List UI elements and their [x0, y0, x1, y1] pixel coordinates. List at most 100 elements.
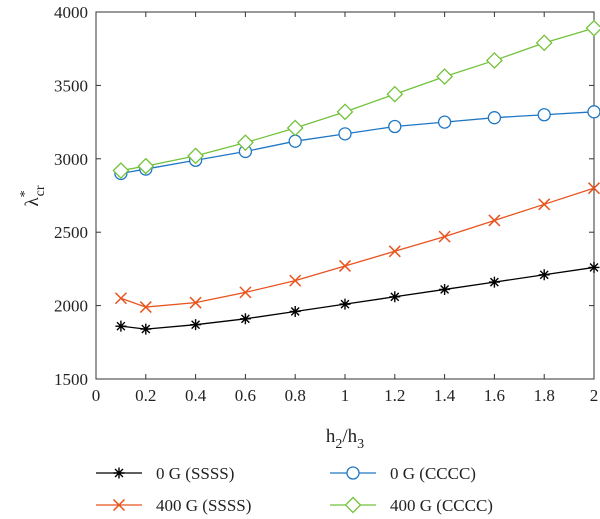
x-tick-label: 0.8 [285, 386, 306, 405]
data-point-0-6 [389, 291, 401, 303]
data-point-2-6-shape [388, 245, 401, 258]
data-point-2-7-shape [438, 230, 451, 243]
legend-label-0: 0 G (SSSS) [156, 464, 234, 483]
series-line-2 [120, 187, 595, 308]
data-point-3-10 [585, 19, 600, 37]
data-point-0-4 [289, 305, 301, 317]
data-point-2-8-shape [488, 214, 501, 227]
data-point-3-8 [485, 52, 503, 69]
data-point-0-8-shape [488, 276, 500, 288]
data-point-2-4-shape [289, 274, 302, 287]
data-point-2-10-shape [587, 182, 600, 195]
data-point-1-10 [587, 105, 600, 119]
legend-marker-0-shape [113, 467, 125, 479]
data-point-1-4-shape [288, 134, 302, 148]
data-point-2-3-shape [239, 286, 252, 299]
data-point-1-8-shape [487, 111, 502, 125]
data-point-0-10 [588, 261, 600, 273]
data-point-0-10-shape [588, 261, 600, 273]
x-tick-label: 1.8 [534, 386, 555, 405]
data-point-3-5 [336, 103, 354, 121]
x-axis-label-sep: /h [342, 426, 357, 447]
data-point-3-3-shape [236, 134, 254, 152]
series-1 [114, 105, 600, 181]
x-tick-label: 1.4 [434, 386, 456, 405]
data-point-0-2-shape [190, 319, 202, 331]
data-point-1-10-shape [587, 105, 600, 119]
axes: 0 0.2 0.4 0.6 0.8 1 1.2 1.4 1.6 1.8 2 1500 2000 2500 3… [18, 3, 598, 452]
legend-marker-1-shape [346, 466, 360, 480]
x-tick-label: 1 [341, 386, 350, 405]
data-point-3-9-shape [535, 34, 553, 52]
data-point-0-3 [239, 313, 251, 325]
series-2 [114, 182, 600, 314]
data-point-0-5-shape [339, 298, 351, 310]
data-point-3-6-shape [386, 85, 404, 103]
data-point-0-4-shape [289, 305, 301, 317]
data-point-3-4-shape [286, 119, 304, 137]
data-point-2-3 [239, 286, 252, 299]
data-point-3-2-shape [187, 147, 205, 165]
series-line-3 [120, 27, 595, 172]
y-axis-label-sub: cr [33, 185, 48, 196]
data-point-2-7 [438, 230, 451, 243]
data-point-2-9 [538, 198, 551, 211]
data-point-2-8 [488, 214, 501, 227]
x-tick-label: 0.4 [185, 386, 207, 405]
data-point-0-9 [538, 269, 550, 281]
x-tick-label: 2 [590, 386, 599, 405]
data-point-3-8-shape [485, 52, 503, 69]
data-point-1-9 [537, 108, 551, 122]
data-point-1-6 [388, 119, 402, 134]
data-point-2-4 [289, 274, 302, 287]
data-point-3-6 [386, 85, 404, 103]
data-point-3-7 [436, 68, 454, 86]
data-point-1-8 [487, 111, 502, 125]
data-point-0-3-shape [239, 313, 251, 325]
data-point-3-4 [286, 119, 304, 137]
data-point-1-4 [288, 134, 302, 148]
legend-marker-1 [346, 466, 360, 480]
legend-item-0: 0 G (SSSS) [96, 464, 234, 483]
data-point-1-6-shape [388, 119, 402, 134]
y-tick-label: 1500 [54, 370, 88, 389]
data-point-2-5 [338, 259, 352, 272]
y-tick-label: 2500 [54, 223, 88, 242]
data-point-0-9-shape [538, 269, 550, 281]
x-tick-label: 1.6 [484, 386, 505, 405]
legend-marker-0 [113, 467, 125, 479]
y-axis-label-main: λ [22, 197, 43, 207]
data-point-3-3 [236, 134, 254, 152]
data-point-2-0-shape [114, 292, 127, 305]
data-point-1-7 [437, 115, 452, 129]
series-0 [115, 261, 600, 335]
x-axis-label: h2/h3 [326, 426, 364, 452]
legend-label-3: 400 G (CCCC) [390, 496, 493, 515]
data-point-2-10 [587, 182, 600, 195]
data-point-2-5-shape [338, 259, 352, 272]
x-axis-label-sub2: 3 [357, 437, 364, 452]
data-point-3-0-shape [112, 162, 130, 179]
legend-item-2: 400 G (SSSS) [96, 496, 251, 515]
data-point-3-5-shape [336, 103, 354, 121]
data-point-2-2 [189, 296, 202, 309]
legend-label-2: 400 G (SSSS) [156, 496, 251, 515]
data-point-0-1-shape [140, 323, 152, 335]
y-tick-label: 3000 [54, 150, 88, 169]
legend-marker-2 [112, 498, 126, 512]
x-axis-label-sub1: 2 [335, 437, 342, 452]
legend-item-1: 0 G (CCCC) [330, 464, 476, 483]
data-point-1-9-shape [537, 108, 551, 122]
data-point-3-0 [112, 162, 130, 179]
data-point-0-5 [339, 298, 351, 310]
data-point-0-7 [439, 283, 451, 295]
y-axis-label-sup: * [18, 190, 33, 197]
x-tick-label: 1.2 [384, 386, 405, 405]
data-point-2-6 [388, 245, 401, 258]
y-tick-label: 4000 [54, 3, 88, 22]
data-point-1-5 [338, 127, 352, 141]
legend-marker-2-shape [112, 498, 126, 512]
data-point-3-7-shape [436, 68, 454, 86]
y-tick-label: 2000 [54, 297, 88, 316]
